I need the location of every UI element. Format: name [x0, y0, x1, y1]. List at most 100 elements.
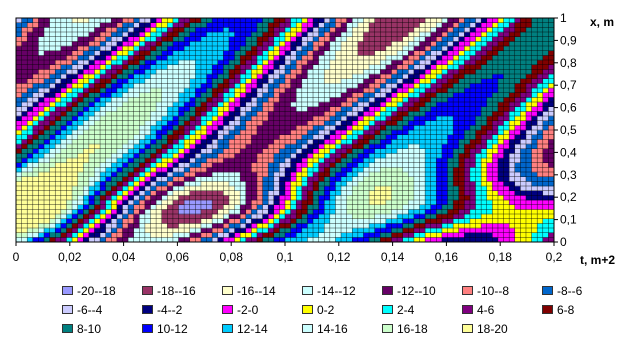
contour-cell [341, 102, 347, 107]
contour-cell [44, 162, 50, 168]
contour-cell [520, 102, 527, 107]
contour-cell [240, 111, 247, 117]
contour-cell [256, 228, 263, 233]
contour-cell [391, 64, 398, 70]
contour-cell [542, 158, 549, 163]
contour-cell [189, 148, 196, 154]
contour-cell [133, 36, 140, 42]
contour-cell [548, 18, 555, 23]
contour-cell [144, 102, 151, 107]
contour-cell [189, 158, 196, 163]
contour-cell [464, 97, 471, 103]
contour-cell [453, 214, 460, 219]
contour-cell [441, 204, 448, 210]
contour-cell [240, 214, 247, 219]
contour-cell [38, 116, 45, 121]
contour-cell [408, 64, 415, 70]
contour-cell [335, 214, 342, 219]
contour-cell [514, 209, 521, 215]
contour-cell [16, 139, 22, 145]
contour-cell [419, 83, 426, 89]
contour-cell [318, 181, 325, 187]
contour-cell [251, 167, 258, 173]
contour-cell [318, 223, 325, 229]
contour-cell [318, 78, 325, 84]
contour-cell [133, 139, 140, 145]
contour-cell [397, 41, 403, 47]
contour-cell [290, 228, 297, 233]
contour-cell [324, 69, 331, 75]
contour-cell [464, 102, 471, 107]
contour-cell [88, 200, 95, 205]
contour-cell [301, 120, 308, 126]
contour-cell [55, 55, 62, 61]
contour-cell [548, 158, 555, 163]
contour-cell [32, 78, 39, 84]
contour-cell [217, 41, 224, 47]
contour-cell [464, 27, 471, 33]
contour-cell [369, 41, 375, 47]
contour-cell [318, 120, 325, 126]
contour-cell [94, 148, 101, 154]
contour-cell [307, 134, 314, 140]
contour-cell [301, 190, 308, 196]
y-tick-label: 0,2 [560, 190, 577, 204]
contour-cell [408, 134, 415, 140]
contour-cell [100, 144, 106, 149]
contour-cell [335, 50, 342, 56]
contour-cell [279, 55, 286, 61]
contour-cell [380, 200, 387, 205]
contour-cell [363, 50, 370, 56]
contour-cell [363, 120, 370, 126]
contour-cell [167, 83, 174, 89]
contour-cell [374, 88, 381, 93]
contour-cell [475, 64, 482, 70]
contour-cell [133, 218, 140, 224]
contour-cell [352, 32, 359, 37]
contour-cell [38, 158, 45, 163]
contour-cell [374, 144, 381, 149]
contour-cell [16, 50, 22, 56]
contour-cell [100, 106, 106, 112]
contour-cell [60, 22, 67, 28]
contour-cell [313, 102, 319, 107]
contour-cell [363, 64, 370, 70]
contour-cell [77, 200, 84, 205]
contour-cell [184, 60, 191, 65]
contour-cell [307, 27, 314, 33]
contour-cell [111, 111, 118, 117]
contour-cell [453, 130, 460, 135]
contour-cell [167, 130, 174, 135]
contour-cell [520, 97, 527, 103]
contour-cell [167, 92, 174, 98]
contour-cell [223, 144, 230, 149]
contour-cell [161, 41, 168, 47]
contour-cell [447, 102, 454, 107]
contour-cell [139, 204, 146, 210]
contour-cell [497, 237, 504, 243]
contour-cell [60, 46, 67, 51]
contour-cell [262, 92, 269, 98]
contour-cell [100, 153, 106, 159]
contour-cell [116, 102, 123, 107]
contour-cell [44, 223, 50, 229]
contour-cell [21, 46, 28, 51]
contour-cell [531, 116, 538, 121]
contour-cell [464, 134, 471, 140]
contour-cell [313, 60, 319, 65]
contour-cell [55, 172, 62, 177]
contour-cell [481, 190, 488, 196]
contour-cell [55, 190, 62, 196]
contour-cell [363, 130, 370, 135]
contour-cell [341, 32, 347, 37]
contour-cell [324, 64, 331, 70]
contour-cell [341, 18, 347, 23]
contour-cell [352, 102, 359, 107]
contour-cell [497, 120, 504, 126]
contour-cell [32, 106, 39, 112]
contour-cell [55, 176, 62, 182]
contour-cell [548, 167, 555, 173]
contour-cell [380, 209, 387, 215]
contour-cell [436, 111, 443, 117]
contour-cell [542, 134, 549, 140]
